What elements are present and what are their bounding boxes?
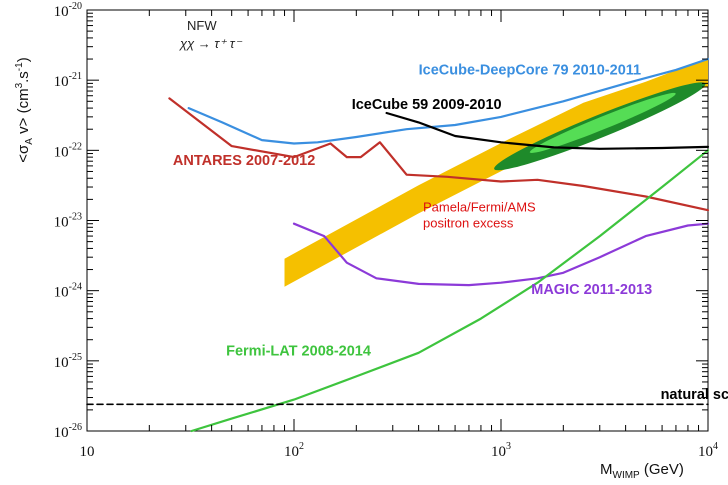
positron-excess-label-line2: positron excess xyxy=(423,215,514,230)
x-axis-title-unit: (GeV) xyxy=(640,461,684,478)
axis-ticks-layer: 10 102 103 104 10-26 10-25 10-24 10-23 10-22 10-2… xyxy=(54,1,718,460)
label-magic-2011-2013: MAGIC 2011-2013 xyxy=(531,282,652,298)
positron-excess-contour-layer xyxy=(494,82,706,171)
curve-magic-2011-2013 xyxy=(292,222,710,287)
y-axis-title-sub: A xyxy=(24,138,35,145)
x-tick-label: 104 xyxy=(698,441,718,460)
x-tick-label: 103 xyxy=(491,441,511,460)
y-axis-title-a: <σ xyxy=(15,144,32,163)
x-axis-title: MWIMP (GeV) xyxy=(600,461,684,481)
limit-curves-layer xyxy=(86,57,710,433)
y-tick-label: 10-22 xyxy=(54,141,82,160)
curve-icecube-59-2009-2010 xyxy=(385,111,710,150)
y-tick-label: 10-23 xyxy=(54,212,82,231)
y-tick-label: 10-21 xyxy=(54,71,82,90)
model-info: NFW χχ → τ⁺ τ⁻ xyxy=(179,18,243,51)
x-tick-label: 10 xyxy=(80,444,95,460)
y-tick-label: 10-26 xyxy=(54,422,82,441)
curve-fermi-lat-2008-2014 xyxy=(190,149,710,433)
series-labels-layer: IceCube-DeepCore 79 2010-2011 IceCube 59 … xyxy=(173,63,728,403)
label-icecube-deepcore-79-2010-2011: IceCube-DeepCore 79 2010-2011 xyxy=(419,63,641,79)
y-axis-title-c: .s xyxy=(15,71,32,83)
y-tick-label: 10-24 xyxy=(54,282,82,301)
curve-icecube-deepcore-79-2010-2011 xyxy=(187,57,710,145)
x-tick-label: 102 xyxy=(284,441,304,460)
positron-excess-label-line1: Pamela/Fermi/AMS xyxy=(423,199,536,214)
model-channel-label: χχ → τ⁺ τ⁻ xyxy=(179,36,243,51)
label-icecube-59-2009-2010: IceCube 59 2009-2010 xyxy=(352,97,502,113)
curve-antares-2007-2012 xyxy=(168,97,710,212)
y-axis-title-sup2: -1 xyxy=(14,62,25,71)
annotation-positron-excess: Pamela/Fermi/AMS positron excess xyxy=(423,199,536,230)
y-axis-title-sup: 3 xyxy=(14,82,25,88)
positron-excess-contour-inner xyxy=(529,92,676,153)
x-axis-title-main: M xyxy=(600,461,613,478)
label-natural-scale: natural scale xyxy=(661,387,728,403)
label-fermi-lat-2008-2014: Fermi-LAT 2008-2014 xyxy=(226,343,371,359)
y-axis-title: <σA v> (cm3.s-1) xyxy=(14,57,35,162)
y-tick-label: 10-20 xyxy=(54,1,82,20)
x-axis-title-sub: WIMP xyxy=(613,470,641,481)
y-tick-label: 10-25 xyxy=(54,352,82,371)
y-axis-title-d: ) xyxy=(15,57,32,62)
label-antares-2007-2012: ANTARES 2007-2012 xyxy=(173,153,315,169)
y-axis-title-b: v> (cm xyxy=(15,88,32,138)
model-profile-label: NFW xyxy=(187,18,217,33)
